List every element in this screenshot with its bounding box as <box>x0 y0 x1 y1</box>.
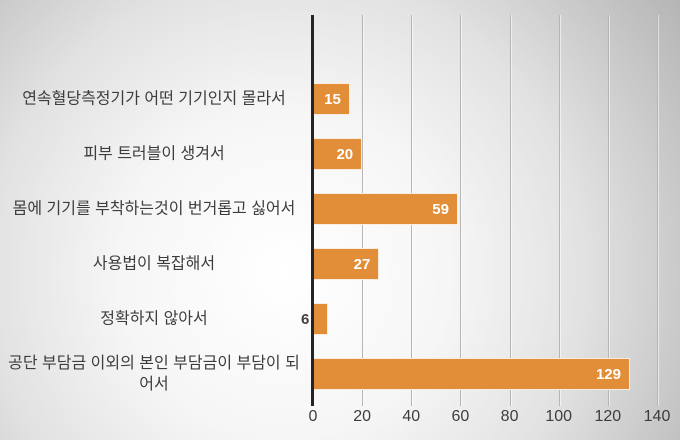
category-label-text: 정확하지 않아서 <box>100 310 208 328</box>
value-label: 20 <box>336 146 354 163</box>
gridline <box>607 15 609 406</box>
value-label: 6 <box>301 311 310 328</box>
category-axis-line <box>311 15 314 406</box>
category-label-text: 몸에 기기를 부착하는것이 번거롭고 싫어서 <box>12 200 296 218</box>
category-label: 연속혈당측정기가 어떤 기기인지 몰라서 <box>3 88 305 109</box>
category-label-text: 공단 부담금 이외의 본인 부담금이 부담이 되어서 <box>8 354 300 393</box>
value-label: 59 <box>432 201 449 218</box>
category-label: 공단 부담금 이외의 본인 부담금이 부담이 되어서 <box>3 353 305 395</box>
axis-tick-label: 120 <box>594 408 622 425</box>
category-label: 정확하지 않아서 <box>3 308 305 329</box>
value-label: 15 <box>324 91 341 108</box>
gridline <box>558 15 560 406</box>
bar: 129 <box>313 358 630 390</box>
value-label: 27 <box>353 256 371 273</box>
gridline <box>657 15 658 406</box>
category-label: 몸에 기기를 부착하는것이 번거롭고 싫어서 <box>3 198 305 219</box>
category-label-text: 연속혈당측정기가 어떤 기기인지 몰라서 <box>22 90 286 108</box>
gridline <box>460 15 462 406</box>
axis-tick-label: 140 <box>643 408 671 425</box>
axis-tick-label: 20 <box>353 408 372 425</box>
axis-tick-label: 40 <box>402 408 421 425</box>
axis-tick-label: 80 <box>500 408 519 425</box>
bar: 15 <box>313 83 350 115</box>
bar: 6 <box>301 303 328 335</box>
gridline <box>509 15 511 406</box>
bar: 27 <box>313 248 380 280</box>
category-label: 피부 트러블이 생겨서 <box>3 143 305 164</box>
axis-tick-label: 100 <box>545 408 573 425</box>
axis-tick-label: 60 <box>451 408 470 425</box>
category-label-text: 사용법이 복잡해서 <box>92 255 216 273</box>
axis-tick-label: 0 <box>308 408 318 425</box>
plot-area: 15 20 59 27 6 129 <box>301 15 658 406</box>
category-label-text: 피부 트러블이 생겨서 <box>83 145 225 163</box>
bar: 59 <box>313 193 458 225</box>
category-label: 사용법이 복잡해서 <box>3 253 305 274</box>
bar: 20 <box>313 138 363 170</box>
value-label: 129 <box>595 366 621 383</box>
